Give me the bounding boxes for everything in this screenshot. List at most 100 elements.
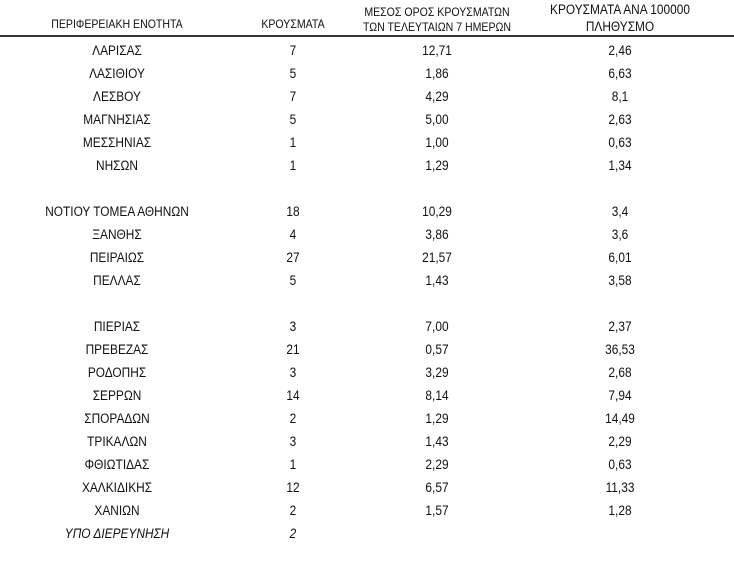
cases-cell: 2: [289, 503, 297, 518]
table-row: ΣΠΟΡΑΔΩΝ 2 1,29 14,49: [0, 407, 734, 430]
avg-cell: 1,86: [425, 66, 449, 81]
per100k-cell: 14,49: [605, 411, 635, 426]
avg-cell: 1,29: [425, 411, 449, 426]
region-cell: ΣΠΟΡΑΔΩΝ: [84, 411, 150, 426]
per100k-cell: 3,4: [611, 204, 629, 219]
header-cases: ΚΡΟΥΣΜΑΤΑ: [261, 17, 325, 31]
avg-cell: 5,00: [425, 112, 449, 127]
region-cell: ΝΟΤΙΟΥ ΤΟΜΕΑ ΑΘΗΝΩΝ: [45, 204, 189, 219]
region-cell: ΛΑΣΙΘΙΟΥ: [89, 66, 145, 81]
table-row: ΧΑΝΙΩΝ 2 1,57 1,28: [0, 499, 734, 522]
header-divider: [0, 35, 734, 37]
cases-cell: 5: [289, 112, 297, 127]
per100k-cell: 2,63: [608, 112, 632, 127]
avg-cell: 2,29: [425, 457, 449, 472]
table-row: ΡΟΔΟΠΗΣ 3 3,29 2,68: [0, 361, 734, 384]
avg-cell: 1,29: [425, 158, 449, 173]
per100k-cell: 6,63: [608, 66, 632, 81]
cases-cell: 18: [286, 204, 300, 219]
region-cell: ΤΡΙΚΑΛΩΝ: [87, 434, 147, 449]
per100k-cell: 0,63: [608, 457, 632, 472]
region-cell: ΡΟΔΟΠΗΣ: [87, 365, 147, 380]
region-cell: ΠΕΙΡΑΙΩΣ: [89, 250, 145, 265]
region-cell: ΧΑΝΙΩΝ: [94, 503, 140, 518]
per100k-cell: 36,53: [605, 342, 635, 357]
avg-cell: 0,57: [425, 342, 449, 357]
region-cell: ΠΙΕΡΙΑΣ: [93, 319, 141, 334]
cases-cell: 5: [289, 66, 297, 81]
region-cell: ΞΑΝΘΗΣ: [92, 227, 142, 242]
region-cell: ΥΠΟ ΔΙΕΡΕΥΝΗΣΗ: [64, 526, 170, 541]
region-cell: ΠΕΛΛΑΣ: [93, 273, 141, 288]
table-row: ΛΑΣΙΘΙΟΥ 5 1,86 6,63: [0, 62, 734, 85]
region-cell: ΣΕΡΡΩΝ: [92, 388, 142, 403]
per100k-cell: 2,46: [608, 43, 632, 58]
header-avg-line1: ΜΕΣΟΣ ΟΡΟΣ ΚΡΟΥΣΜΑΤΩΝ: [364, 5, 510, 19]
cases-cell: 3: [289, 319, 297, 334]
header-avg-line2: ΤΩΝ ΤΕΛΕΥΤΑΙΩΝ 7 ΗΜΕΡΩΝ: [362, 20, 512, 34]
cases-cell: 21: [286, 342, 300, 357]
table-row: ΤΡΙΚΑΛΩΝ 3 1,43 2,29: [0, 430, 734, 453]
table-row: ΦΘΙΩΤΙΔΑΣ 1 2,29 0,63: [0, 453, 734, 476]
cases-cell: 7: [289, 89, 297, 104]
avg-cell: 7,00: [425, 319, 449, 334]
avg-cell: 8,14: [425, 388, 449, 403]
avg-cell: 10,29: [422, 204, 452, 219]
per100k-cell: 8,1: [611, 89, 629, 104]
region-cell: ΛΑΡΙΣΑΣ: [92, 43, 142, 58]
table-row: ΝΗΣΩΝ 1 1,29 1,34: [0, 154, 734, 177]
region-cell: ΜΑΓΝΗΣΙΑΣ: [83, 112, 151, 127]
cases-cell: 12: [286, 480, 300, 495]
cases-cell: 7: [289, 43, 297, 58]
table-row: ΝΟΤΙΟΥ ΤΟΜΕΑ ΑΘΗΝΩΝ 18 10,29 3,4: [0, 200, 734, 223]
table-row: ΠΡΕΒΕΖΑΣ 21 0,57 36,53: [0, 338, 734, 361]
per100k-cell: 0,63: [608, 135, 632, 150]
per100k-cell: 11,33: [605, 480, 635, 495]
per100k-cell: 6,01: [608, 250, 632, 265]
table-row: ΞΑΝΘΗΣ 4 3,86 3,6: [0, 223, 734, 246]
table-row: ΛΕΣΒΟΥ 7 4,29 8,1: [0, 85, 734, 108]
avg-cell: 12,71: [422, 43, 452, 58]
avg-cell: 1,43: [425, 434, 449, 449]
per100k-cell: 3,58: [608, 273, 632, 288]
table-row: ΜΑΓΝΗΣΙΑΣ 5 5,00 2,63: [0, 108, 734, 131]
per100k-cell: 2,29: [608, 434, 632, 449]
avg-cell: 4,29: [425, 89, 449, 104]
avg-cell: 1,00: [425, 135, 449, 150]
cases-cell: 1: [289, 158, 297, 173]
per100k-cell: 7,94: [608, 388, 632, 403]
per100k-cell: 1,28: [608, 503, 632, 518]
table-row: ΠΕΙΡΑΙΩΣ 27 21,57 6,01: [0, 246, 734, 269]
per100k-cell: 3,6: [611, 227, 629, 242]
region-cell: ΠΡΕΒΕΖΑΣ: [85, 342, 149, 357]
cases-cell: 1: [289, 135, 297, 150]
cases-cell: 3: [289, 434, 297, 449]
cases-cell: 3: [289, 365, 297, 380]
header-per100k-line1: ΚΡΟΥΣΜΑΤΑ ΑΝΑ 100000: [550, 2, 690, 17]
cases-cell: 1: [289, 457, 297, 472]
cases-cell: 4: [289, 227, 297, 242]
avg-cell: 3,86: [425, 227, 449, 242]
table-row: ΜΕΣΣΗΝΙΑΣ 1 1,00 0,63: [0, 131, 734, 154]
cases-cell: 5: [289, 273, 297, 288]
region-cell: ΦΘΙΩΤΙΔΑΣ: [84, 457, 150, 472]
region-cell: ΜΕΣΣΗΝΙΑΣ: [82, 135, 152, 150]
table-row-under-investigation: ΥΠΟ ΔΙΕΡΕΥΝΗΣΗ 2: [0, 522, 734, 545]
header-per100k-line2: ΠΛΗΘΥΣΜΟ: [585, 19, 655, 34]
cases-cell: 2: [289, 526, 297, 541]
avg-cell: 1,57: [425, 503, 449, 518]
cases-cell: 2: [289, 411, 297, 426]
region-cell: ΛΕΣΒΟΥ: [93, 89, 141, 104]
table-row: ΧΑΛΚΙΔΙΚΗΣ 12 6,57 11,33: [0, 476, 734, 499]
per100k-cell: 1,34: [608, 158, 632, 173]
header-region: ΠΕΡΙΦΕΡΕΙΑΚΗ ΕΝΟΤΗΤΑ: [51, 17, 183, 31]
per100k-cell: 2,37: [608, 319, 632, 334]
region-cell: ΧΑΛΚΙΔΙΚΗΣ: [81, 480, 153, 495]
table-row: ΣΕΡΡΩΝ 14 8,14 7,94: [0, 384, 734, 407]
cases-cell: 14: [286, 388, 300, 403]
avg-cell: 3,29: [425, 365, 449, 380]
table-row: ΛΑΡΙΣΑΣ 7 12,71 2,46: [0, 39, 734, 62]
avg-cell: 1,43: [425, 273, 449, 288]
per100k-cell: 2,68: [608, 365, 632, 380]
avg-cell: 21,57: [422, 250, 452, 265]
